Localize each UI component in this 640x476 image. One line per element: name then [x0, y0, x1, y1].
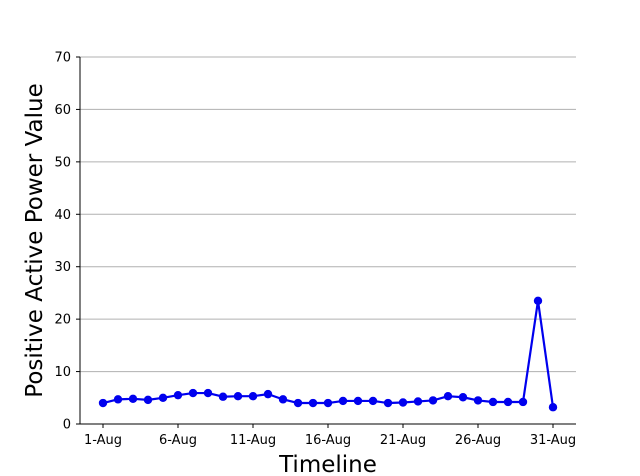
data-point — [473, 396, 483, 405]
data-point — [308, 398, 318, 408]
x-ticks: 1-Aug 6-Aug 11-Aug 16-Aug 21-Aug 26-Aug 31-Aug — [84, 424, 576, 448]
data-point — [548, 403, 558, 412]
series-line — [102, 299, 555, 408]
data-point — [188, 388, 198, 398]
y-ticks: 0 10 20 30 40 50 60 70 — [54, 51, 80, 433]
x-tick-label: 31-Aug — [530, 433, 576, 448]
data-point — [353, 396, 363, 406]
x-tick-label: 21-Aug — [380, 433, 426, 448]
x-axis-title: Timeline — [278, 452, 377, 476]
series-group — [98, 296, 558, 412]
data-point — [293, 398, 303, 408]
y-tick-label: 60 — [54, 103, 71, 118]
data-point — [518, 397, 528, 407]
data-point — [428, 396, 438, 405]
data-point — [503, 397, 513, 407]
data-point — [323, 398, 333, 408]
data-point — [233, 392, 243, 401]
data-point — [368, 396, 378, 406]
y-tick-label: 0 — [63, 418, 71, 433]
data-point — [143, 395, 153, 405]
data-point — [488, 397, 498, 407]
x-tick-label: 11-Aug — [230, 433, 276, 448]
data-point — [533, 296, 543, 305]
data-point — [98, 398, 108, 408]
y-tick-label: 30 — [54, 260, 71, 275]
data-point — [248, 392, 258, 401]
data-point — [263, 389, 273, 399]
data-point — [458, 393, 468, 402]
axes — [79, 57, 576, 425]
x-tick-label: 16-Aug — [305, 433, 351, 448]
data-point — [173, 390, 183, 400]
data-point — [113, 395, 123, 404]
data-point — [443, 392, 453, 401]
data-point — [413, 397, 423, 406]
data-point — [278, 395, 288, 404]
data-point — [218, 392, 228, 401]
x-tick-label: 26-Aug — [455, 433, 501, 448]
gridlines — [80, 56, 576, 373]
x-tick-label: 6-Aug — [159, 433, 197, 448]
data-point — [383, 398, 393, 408]
y-axis-title: Positive Active Power Value — [22, 83, 48, 397]
data-point — [398, 398, 408, 407]
y-tick-label: 10 — [54, 365, 71, 380]
y-tick-label: 50 — [54, 155, 71, 170]
x-tick-label: 1-Aug — [84, 433, 122, 448]
y-tick-label: 70 — [54, 51, 71, 66]
data-point — [203, 388, 213, 398]
y-tick-label: 40 — [54, 208, 71, 223]
y-tick-label: 20 — [54, 313, 71, 328]
data-point — [128, 394, 138, 404]
data-point — [338, 396, 348, 406]
data-point — [158, 393, 168, 402]
